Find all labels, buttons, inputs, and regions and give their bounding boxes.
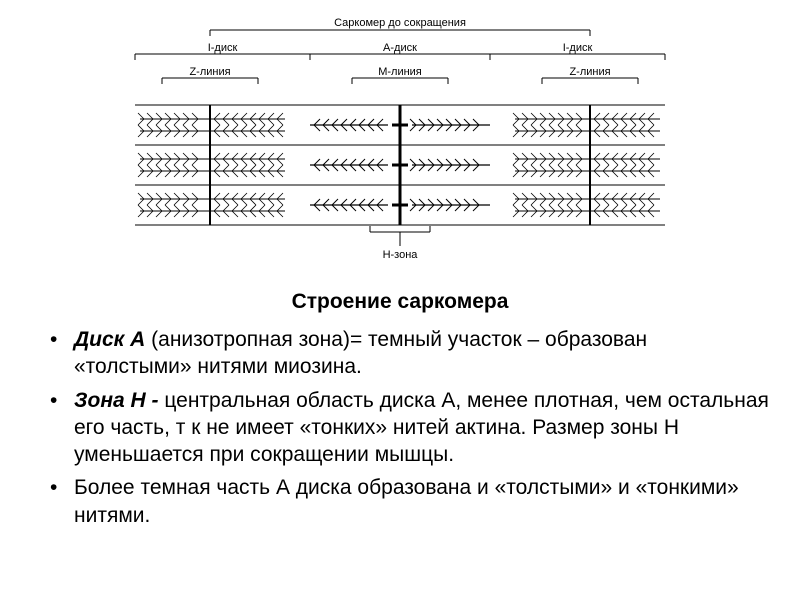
svg-text:Z-линия: Z-линия — [189, 66, 230, 78]
bullet-text: Более темная часть А диска образована и … — [74, 476, 739, 526]
bullet-label: Диск А — [74, 328, 151, 351]
description-list: Диск А (анизотропная зона)= темный участ… — [30, 326, 770, 529]
svg-text:M-линия: M-линия — [378, 66, 422, 78]
list-item: Диск А (анизотропная зона)= темный участ… — [60, 326, 770, 381]
bullet-label: Зона Н - — [74, 389, 164, 412]
svg-text:I-диск: I-диск — [563, 42, 593, 54]
list-item: Зона Н - центральная область диска А, ме… — [60, 387, 770, 469]
svg-text:A-диск: A-диск — [383, 42, 417, 54]
bullet-text: (анизотропная зона)= темный участок – об… — [74, 328, 647, 378]
list-item: Более темная часть А диска образована и … — [60, 474, 770, 529]
svg-text:H-зона: H-зона — [383, 249, 419, 261]
diagram-title: Строение саркомера — [30, 290, 770, 314]
svg-text:Z-линия: Z-линия — [569, 66, 610, 78]
svg-text:Саркомер до сокращения: Саркомер до сокращения — [334, 17, 466, 29]
bullet-text: центральная область диска А, менее плотн… — [74, 389, 769, 467]
svg-text:I-диск: I-диск — [208, 42, 238, 54]
sarcomere-diagram: Саркомер до сокращения I-диск A-диск I-диск… — [30, 10, 770, 270]
